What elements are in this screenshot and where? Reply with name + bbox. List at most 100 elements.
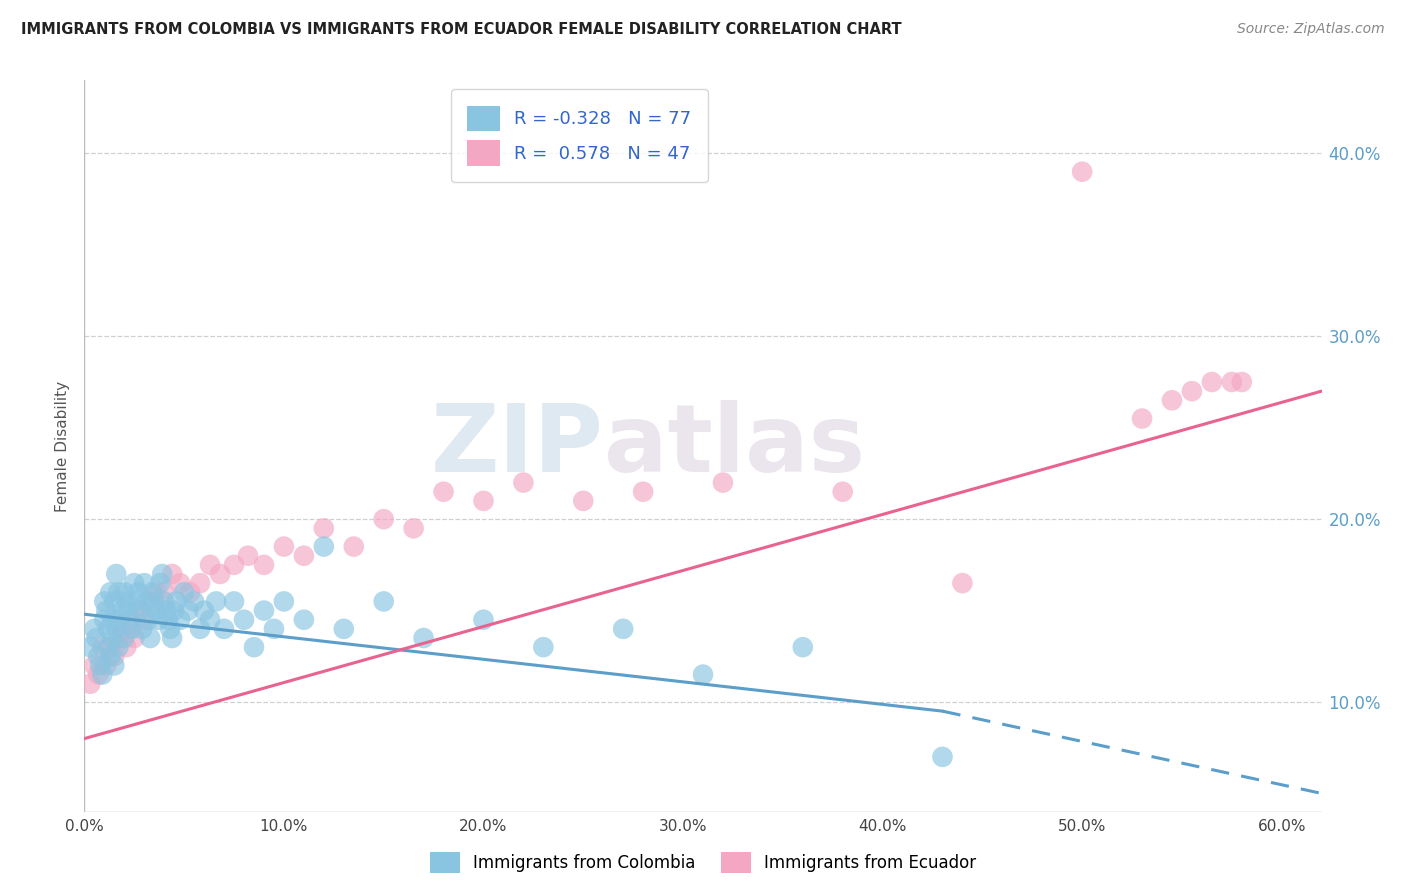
Point	[97, 622, 120, 636]
Point	[129, 603, 152, 617]
Point	[143, 594, 166, 608]
Text: IMMIGRANTS FROM COLOMBIA VS IMMIGRANTS FROM ECUADOR FEMALE DISABILITY CORRELATIO: IMMIGRANTS FROM COLOMBIA VS IMMIGRANTS F…	[21, 22, 901, 37]
Point	[115, 594, 138, 608]
Point	[312, 521, 335, 535]
Point	[1220, 375, 1243, 389]
Point	[169, 613, 191, 627]
Point	[233, 613, 256, 627]
Point	[125, 594, 148, 608]
Point	[165, 594, 187, 608]
Point	[111, 622, 134, 636]
Point	[83, 658, 105, 673]
Point	[631, 484, 654, 499]
Text: atlas: atlas	[605, 400, 865, 492]
Point	[122, 631, 145, 645]
Point	[148, 613, 170, 627]
Point	[155, 603, 177, 617]
Point	[86, 631, 108, 645]
Point	[145, 603, 167, 617]
Point	[103, 658, 125, 673]
Point	[141, 585, 163, 599]
Point	[131, 622, 153, 636]
Point	[163, 603, 186, 617]
Point	[273, 594, 295, 608]
Point	[612, 622, 634, 636]
Point	[198, 558, 221, 572]
Point	[931, 749, 953, 764]
Point	[120, 613, 142, 627]
Point	[343, 540, 366, 554]
Point	[107, 585, 129, 599]
Point	[198, 613, 221, 627]
Point	[115, 640, 138, 655]
Point	[312, 540, 335, 554]
Point	[89, 658, 111, 673]
Point	[93, 594, 115, 608]
Point	[179, 585, 201, 599]
Point	[412, 631, 434, 645]
Point	[1230, 375, 1253, 389]
Point	[1161, 393, 1184, 408]
Point	[472, 494, 495, 508]
Point	[692, 667, 714, 681]
Point	[1130, 411, 1153, 425]
Point	[127, 603, 149, 617]
Point	[432, 484, 454, 499]
Point	[159, 622, 181, 636]
Point	[91, 667, 114, 681]
Point	[292, 613, 315, 627]
Point	[87, 649, 110, 664]
Point	[273, 540, 295, 554]
Point	[110, 613, 132, 627]
Point	[107, 631, 129, 645]
Point	[472, 613, 495, 627]
Point	[173, 585, 195, 599]
Point	[101, 613, 124, 627]
Point	[160, 631, 183, 645]
Point	[83, 622, 105, 636]
Point	[101, 631, 124, 645]
Point	[87, 667, 110, 681]
Point	[117, 603, 139, 617]
Point	[96, 658, 118, 673]
Legend: R = -0.328   N = 77, R =  0.578   N = 47: R = -0.328 N = 77, R = 0.578 N = 47	[451, 89, 707, 182]
Point	[236, 549, 259, 563]
Point	[96, 603, 118, 617]
Point	[136, 613, 159, 627]
Point	[139, 594, 162, 608]
Point	[157, 613, 180, 627]
Point	[183, 594, 205, 608]
Point	[188, 576, 211, 591]
Point	[205, 594, 228, 608]
Point	[112, 585, 135, 599]
Point	[952, 576, 974, 591]
Point	[160, 567, 183, 582]
Point	[127, 585, 149, 599]
Point	[103, 594, 125, 608]
Point	[145, 585, 167, 599]
Point	[1201, 375, 1223, 389]
Point	[111, 603, 134, 617]
Point	[333, 622, 356, 636]
Point	[1071, 164, 1094, 178]
Point	[134, 613, 156, 627]
Point	[91, 640, 114, 655]
Point	[253, 558, 276, 572]
Point	[134, 576, 156, 591]
Point	[831, 484, 853, 499]
Point	[243, 640, 266, 655]
Point	[711, 475, 734, 490]
Y-axis label: Female Disability: Female Disability	[55, 380, 70, 512]
Point	[373, 594, 395, 608]
Point	[209, 567, 232, 582]
Point	[135, 594, 157, 608]
Point	[105, 567, 128, 582]
Point	[107, 640, 129, 655]
Point	[263, 622, 285, 636]
Point	[98, 649, 121, 664]
Point	[105, 622, 128, 636]
Point	[97, 640, 120, 655]
Point	[222, 558, 245, 572]
Point	[572, 494, 595, 508]
Point	[103, 649, 125, 664]
